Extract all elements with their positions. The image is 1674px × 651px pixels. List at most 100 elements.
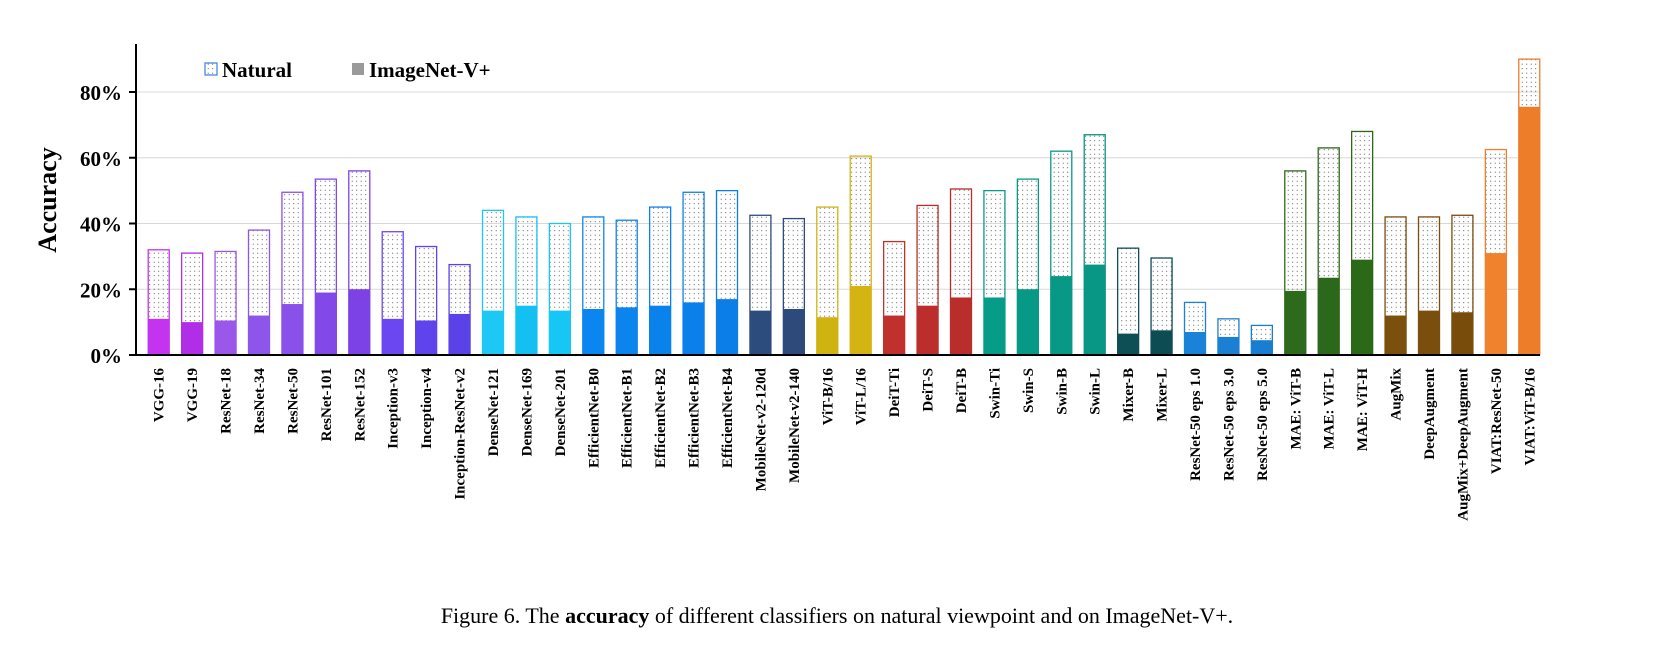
bar-imagenet-v-plus	[917, 305, 939, 355]
y-tick-label: 80%	[80, 81, 122, 105]
x-tick-label: DeepAugment	[1422, 368, 1438, 460]
x-tick-label: MAE: ViT-H	[1355, 368, 1371, 452]
x-tick-label: Mixer-B	[1121, 368, 1137, 422]
y-tick-label: 0%	[91, 344, 123, 368]
x-tick-label: EfficientNet-B0	[586, 368, 602, 468]
x-tick-label: EfficientNet-B3	[687, 368, 703, 468]
x-tick-label: AugMix	[1389, 368, 1405, 421]
bar-imagenet-v-plus	[482, 310, 504, 355]
bar-imagenet-v-plus	[181, 322, 203, 355]
x-tick-label: VIAT:ResNet-50	[1489, 368, 1505, 474]
x-tick-label: ResNet-50 eps 1.0	[1188, 368, 1204, 481]
bar-imagenet-v-plus	[1217, 336, 1239, 355]
x-tick-label: Swin-S	[1021, 368, 1037, 413]
bar-imagenet-v-plus	[716, 299, 738, 355]
x-tick-label: ResNet-50 eps 5.0	[1255, 368, 1271, 481]
x-tick-labels: VGG-16 VGG-19 ResNet-18 ResNet-34 ResNet-50 R…	[152, 367, 1539, 520]
bar-imagenet-v-plus	[883, 315, 905, 355]
x-tick-label: MobileNet-v2-120d	[753, 367, 769, 491]
bar-imagenet-v-plus	[816, 317, 838, 355]
x-tick-label: ResNet-50 eps 3.0	[1221, 368, 1237, 481]
x-tick-label: EfficientNet-B4	[720, 368, 736, 468]
x-tick-label: ResNet-34	[252, 368, 268, 434]
y-axis-label: Accuracy	[33, 147, 62, 252]
legend-label-imagenet-v-plus: ImageNet-V+	[369, 58, 491, 82]
x-tick-label: EfficientNet-B2	[653, 368, 669, 468]
x-tick-label: DeiT-Ti	[887, 368, 903, 417]
x-tick-label: Swin-L	[1088, 368, 1104, 415]
x-tick-label: VGG-19	[185, 368, 201, 422]
x-tick-label: ResNet-101	[319, 368, 335, 441]
caption-bold: accuracy	[565, 603, 650, 628]
x-tick-label: ResNet-152	[352, 368, 368, 441]
legend: Natural ImageNet-V+	[204, 58, 491, 82]
bar-imagenet-v-plus	[549, 310, 571, 355]
bar-imagenet-v-plus	[950, 297, 972, 355]
bar-imagenet-v-plus	[515, 305, 537, 355]
bar-imagenet-v-plus	[1284, 290, 1306, 355]
x-tick-label: DeiT-B	[954, 368, 970, 413]
bar-imagenet-v-plus	[749, 310, 771, 355]
legend-swatch-imagenet-v-plus	[352, 63, 364, 75]
bar-imagenet-v-plus	[1184, 331, 1206, 355]
bar-imagenet-v-plus	[1251, 340, 1273, 355]
bar-imagenet-v-plus	[983, 297, 1005, 355]
bar-imagenet-v-plus	[348, 289, 370, 355]
x-tick-label: EfficientNet-B1	[620, 368, 636, 468]
x-tick-label: MAE: ViT-B	[1288, 368, 1304, 450]
bar-imagenet-v-plus	[248, 315, 270, 355]
x-tick-label: MobileNet-v2-140	[787, 368, 803, 483]
bar-imagenet-v-plus	[148, 318, 170, 355]
x-tick-label: MAE: ViT-L	[1322, 368, 1338, 450]
x-tick-label: VIAT:ViT-B/16	[1522, 368, 1538, 466]
legend-swatch-natural	[204, 62, 218, 76]
x-tick-label: Swin-B	[1054, 368, 1070, 415]
x-tick-label: ViT-B/16	[820, 368, 836, 426]
x-tick-label: Inception-v3	[386, 368, 402, 449]
bar-imagenet-v-plus	[449, 313, 471, 355]
bar-imagenet-v-plus	[281, 304, 303, 355]
bar-imagenet-v-plus	[1117, 333, 1139, 355]
bar-imagenet-v-plus	[1418, 310, 1440, 355]
bar-imagenet-v-plus	[783, 308, 805, 355]
bar-imagenet-v-plus	[1151, 330, 1173, 355]
bar-imagenet-v-plus	[1318, 277, 1340, 355]
x-tick-label: Swin-Ti	[987, 368, 1003, 419]
bar-chart: Accuracy 0% 20% 40% 60% 80% VGG-16 VGG-19 ResN…	[33, 44, 1541, 521]
x-tick-label: AugMix+DeepAugment	[1455, 368, 1471, 521]
bar-imagenet-v-plus	[382, 318, 404, 355]
bar-imagenet-v-plus	[1050, 276, 1072, 355]
x-tick-label: Mixer-L	[1155, 368, 1171, 422]
x-tick-label: Inception-v4	[419, 368, 435, 449]
y-tick-label: 40%	[80, 213, 122, 237]
bar-imagenet-v-plus	[683, 302, 705, 355]
bars	[147, 58, 1541, 356]
legend-label-natural: Natural	[222, 58, 292, 82]
bar-imagenet-v-plus	[315, 292, 337, 355]
x-tick-label: Inception-ResNet-v2	[453, 368, 469, 500]
caption-prefix: Figure 6. The	[440, 603, 566, 628]
x-tick-label: ResNet-50	[285, 368, 301, 434]
bar-imagenet-v-plus	[1518, 106, 1540, 355]
x-tick-label: DenseNet-201	[553, 368, 569, 456]
bar-imagenet-v-plus	[582, 308, 604, 355]
caption-suffix: of different classifiers on natural view…	[649, 603, 1234, 628]
x-tick-label: VGG-16	[152, 368, 168, 423]
bar-imagenet-v-plus	[1485, 253, 1507, 355]
bar-imagenet-v-plus	[415, 320, 437, 355]
bar-imagenet-v-plus	[1084, 264, 1106, 355]
y-tick-label: 60%	[80, 147, 122, 171]
bar-imagenet-v-plus	[1385, 315, 1407, 355]
x-tick-label: ViT-L/16	[854, 368, 870, 426]
bar-imagenet-v-plus	[1451, 312, 1473, 355]
x-tick-label: DeiT-S	[921, 368, 937, 412]
x-tick-label: ResNet-18	[219, 368, 235, 434]
x-tick-label: DenseNet-121	[486, 368, 502, 456]
x-tick-label: DenseNet-169	[519, 368, 535, 456]
y-tick-labels: 0% 20% 40% 60% 80%	[80, 81, 136, 368]
bar-imagenet-v-plus	[616, 307, 638, 355]
bar-imagenet-v-plus	[1351, 259, 1373, 355]
bar-imagenet-v-plus	[215, 320, 237, 355]
figure-caption: Figure 6. The accuracy of different clas…	[0, 603, 1674, 629]
bar-imagenet-v-plus	[1017, 289, 1039, 355]
